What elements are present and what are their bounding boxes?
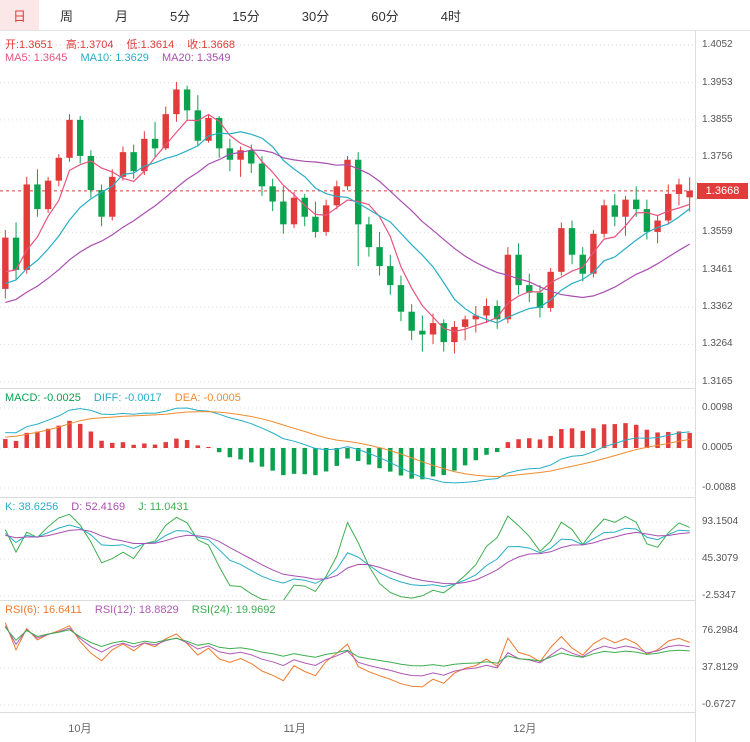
y-axis-label: 0.0005 (702, 442, 733, 453)
tab-week[interactable]: 周 (60, 8, 74, 24)
tab-day[interactable]: 日 (0, 0, 40, 30)
tab-30min[interactable]: 30分 (301, 8, 330, 24)
candlestick-canvas[interactable] (0, 31, 695, 388)
month-label-november: 11月 (283, 723, 306, 735)
y-axis-label: 1.3855 (702, 113, 733, 125)
tab-15min[interactable]: 15分 (232, 8, 260, 24)
y-axis-label: 1.3165 (702, 376, 733, 387)
kdj-canvas[interactable] (0, 498, 695, 600)
tab-60min[interactable]: 60分 (371, 8, 399, 24)
tab-5min[interactable]: 5分 (170, 8, 191, 24)
y-axis-label: 0.0098 (702, 402, 733, 413)
price-axis-column: 1.3668 1.4052 1.3953 1.3855 1.3756 1.3559 1.3… (695, 31, 750, 742)
current-price-badge: 1.3668 (697, 182, 748, 199)
kdj-panel: K: 38.6256 D: 52.4169 J: 11.0431 (0, 498, 695, 601)
macd-canvas[interactable] (0, 389, 695, 497)
y-axis-label: 76.2984 (702, 625, 739, 636)
y-axis-label: 1.3461 (702, 263, 733, 275)
tab-month[interactable]: 月 (115, 8, 129, 24)
tab-4hour[interactable]: 4时 (440, 8, 461, 24)
y-axis-label: 1.3559 (702, 226, 733, 238)
y-axis-label: 1.3756 (702, 151, 733, 163)
y-axis-label: 1.3264 (702, 338, 733, 350)
chart-region: 开:1.3651 高:1.3704 低:1.3614 收:1.3668 MA5:… (0, 31, 750, 742)
y-axis-label: 45.3079 (702, 553, 739, 564)
rsi-panel: RSI(6): 16.6411 RSI(12): 18.8829 RSI(24)… (0, 601, 695, 713)
period-toolbar: 日 周 月 5分 15分 30分 60分 4时 (0, 0, 750, 31)
month-label-december: 12月 (513, 723, 537, 735)
plots-column: 开:1.3651 高:1.3704 低:1.3614 收:1.3668 MA5:… (0, 31, 695, 742)
y-axis-label: -2.5347 (702, 590, 736, 601)
main-candlestick-panel: 开:1.3651 高:1.3704 低:1.3614 收:1.3668 MA5:… (0, 31, 695, 389)
y-axis-label: 1.3953 (702, 76, 733, 88)
y-axis-label: 93.1504 (702, 516, 739, 527)
y-axis-label: 1.3362 (702, 301, 733, 313)
y-axis-label: 1.4052 (702, 39, 733, 50)
y-axis-label: -0.0088 (702, 482, 736, 493)
y-axis-label: -0.6727 (702, 699, 736, 710)
y-axis-label: 37.8129 (702, 662, 739, 673)
month-label-october: 10月 (68, 723, 92, 735)
time-axis: 10月 11月 12月 (0, 713, 695, 742)
rsi-canvas[interactable] (0, 601, 695, 712)
macd-panel: MACD: -0.0025 DIFF: -0.0017 DEA: -0.0005 (0, 389, 695, 498)
